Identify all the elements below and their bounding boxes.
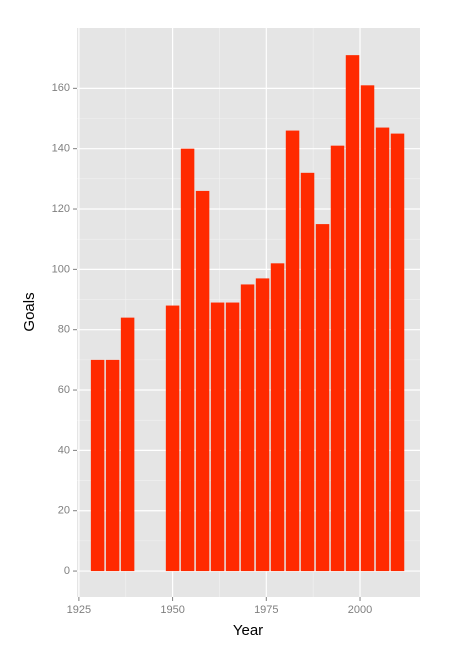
bar — [195, 190, 210, 572]
y-tick-label: 120 — [52, 203, 70, 215]
y-tick-label: 60 — [58, 384, 70, 396]
bar — [330, 145, 345, 572]
bars — [90, 55, 405, 572]
bar — [390, 133, 405, 572]
x-tick-label: 2000 — [348, 604, 372, 616]
bar — [300, 172, 315, 572]
y-tick-label: 100 — [52, 263, 70, 275]
x-tick-label: 1925 — [67, 604, 91, 616]
bar — [345, 55, 360, 572]
bar — [240, 284, 255, 572]
bar — [225, 302, 240, 572]
bar — [285, 130, 300, 572]
x-tick-label: 1975 — [254, 604, 278, 616]
bar — [270, 263, 285, 572]
y-axis-title: Goals — [21, 292, 38, 331]
bar — [360, 85, 375, 572]
bar — [255, 278, 270, 572]
axes: 0 20 40 60 80 100 120 140 160 1925 1950 1975 2000 — [52, 82, 373, 616]
bar — [165, 305, 180, 572]
y-tick-label: 80 — [58, 324, 70, 336]
bar — [120, 317, 135, 572]
y-tick-label: 140 — [52, 143, 70, 155]
x-tick-label: 1950 — [160, 604, 184, 616]
bar — [180, 148, 195, 572]
bar — [375, 127, 390, 572]
bar — [105, 359, 120, 572]
bar — [210, 302, 225, 572]
bar — [90, 359, 105, 572]
y-tick-label: 20 — [58, 505, 70, 517]
bar — [315, 224, 330, 572]
y-tick-label: 0 — [64, 565, 70, 577]
y-tick-label: 40 — [58, 444, 70, 456]
y-tick-label: 160 — [52, 82, 70, 94]
x-axis-title: Year — [233, 622, 263, 639]
